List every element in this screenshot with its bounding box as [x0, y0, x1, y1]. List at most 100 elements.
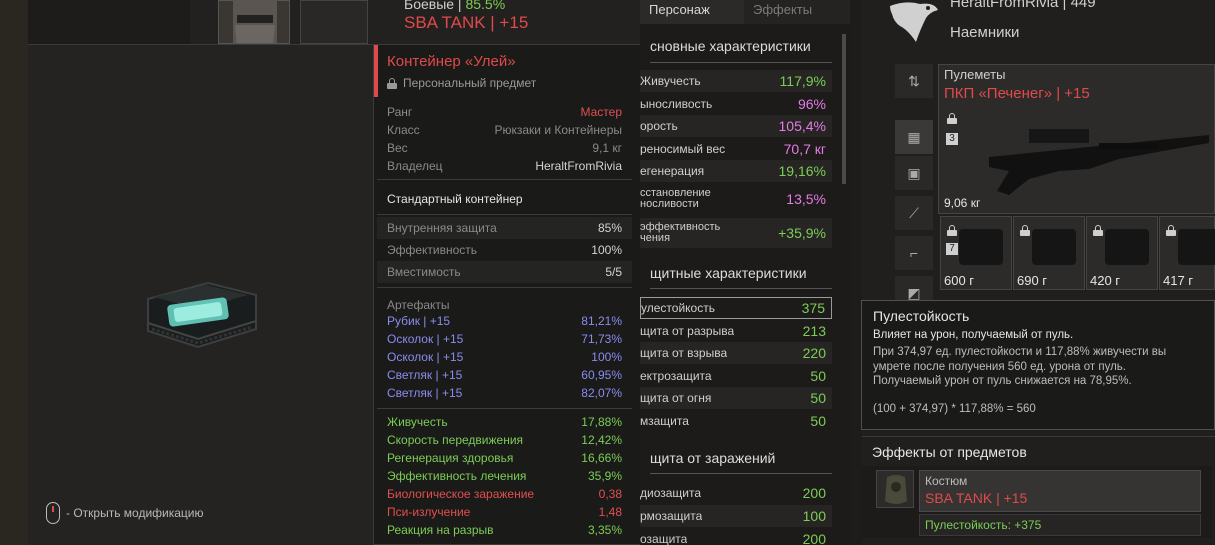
effect-value: 1,48 [598, 505, 622, 519]
machine-gun-image [989, 129, 1209, 195]
artifact-efficiency: 60,95% [581, 368, 622, 382]
infection-stat-row: диозащита 200 [640, 482, 832, 504]
protection-stat-row: ектрозащита 50 [640, 365, 832, 387]
stat-value: 19,16% [778, 163, 826, 179]
attachment-slot[interactable]: 7 600 г [940, 216, 1012, 290]
character-stats-panel: сновные характеристики щитные характерис… [640, 24, 850, 545]
container-stat-value: 100% [591, 243, 622, 257]
armor-name: SBA TANK | +15 [404, 13, 529, 32]
attachment-slot[interactable]: 417 г [1159, 216, 1215, 290]
attachment-image [959, 229, 1003, 265]
stat-value: 50 [810, 390, 826, 407]
upgrade-badge: 3 [946, 133, 958, 145]
attachment-image [1105, 229, 1149, 265]
equipment-slot[interactable] [300, 0, 368, 44]
effect-row: Реакция на разрыв 3,35% [377, 521, 632, 539]
container-stat-row: Эффективность 100% [377, 239, 632, 261]
info-row: Класс Рюкзаки и Контейнеры [377, 121, 632, 139]
lock-icon [1093, 225, 1103, 236]
effect-item-card[interactable]: Костюм SBA TANK | +15 [919, 470, 1201, 512]
suit-thumbnail[interactable] [876, 470, 914, 508]
effect-name: Эффективность лечения [387, 469, 527, 483]
player-name: HeraltFromRivia | 449 [950, 0, 1096, 11]
stat-name: реносимый вес [640, 143, 726, 155]
protection-stats-header: щитные характеристики [650, 265, 807, 281]
effect-value: 35,9% [587, 469, 622, 483]
pistol-icon[interactable]: ⌐ [895, 236, 933, 270]
character-portrait[interactable] [218, 0, 290, 44]
info-row: Вес 9,1 кг [377, 139, 632, 157]
stat-name: ектрозащита [640, 368, 712, 383]
artifact-name: Светляк | +15 [387, 368, 463, 382]
faction-name: Наемники [950, 24, 1020, 41]
weapon-card[interactable]: Пулеметы ПКП «Печенег» | +15 3 9,06 кг [938, 64, 1215, 214]
stat-value: 117,9% [779, 73, 826, 89]
attachment-weight: 690 г [1017, 273, 1048, 288]
info-key: Ранг [387, 105, 413, 119]
protection-stat-row[interactable]: улестойкость 375 [640, 297, 832, 319]
character-tabs: Персонаж Эффекты [640, 0, 850, 24]
rifle-icon[interactable]: ⟋ [895, 196, 933, 230]
sort-icon[interactable]: ⇅ [895, 64, 933, 98]
info-row: Владелец HeraltFromRivia [377, 157, 632, 175]
armor-protection-label: Боевые | 85.5% [404, 0, 506, 12]
attachment-slot[interactable]: 690 г [1013, 216, 1085, 290]
stat-value: 220 [802, 345, 826, 362]
effect-category: Костюм [925, 474, 968, 488]
effect-value: 16,66% [581, 451, 622, 465]
effect-value: 3,35% [587, 523, 622, 537]
info-value: 9,1 кг [592, 141, 622, 155]
hover-body-line: При 374,97 ед. пулестойкости и 117,88% ж… [873, 346, 1167, 358]
item-subtitle: Персональный предмет [387, 76, 536, 90]
stat-value: 105,4% [778, 118, 826, 134]
basic-stat-row: егенерация 19,16% [640, 160, 832, 182]
hover-body-line: Получаемый урон от пуль снижается на 78,… [873, 375, 1132, 387]
grid-icon[interactable]: ▦ [895, 120, 933, 154]
stat-value: 200 [802, 531, 826, 545]
stat-value: 100 [802, 508, 826, 524]
info-value: Рюкзаки и Контейнеры [494, 123, 622, 137]
effect-bonus-row: Пулестойкость: +375 [919, 514, 1201, 536]
attachment-slot[interactable]: 420 г [1086, 216, 1158, 290]
lock-icon [387, 77, 397, 89]
weapon-weight: 9,06 кг [944, 196, 981, 210]
artifact-row: Светляк | +15 60,95% [377, 366, 632, 384]
stat-value: +35,9% [778, 225, 826, 241]
open-modification-hint[interactable]: - Открыть модификацию [46, 502, 204, 524]
stats-scrollbar[interactable] [842, 34, 846, 184]
tab-character[interactable]: Персонаж [640, 0, 744, 24]
weapon-category: Пулеметы [944, 67, 1006, 82]
basic-stat-row: эффективность чения +35,9% [640, 218, 832, 248]
basic-stats-header: сновные характеристики [650, 38, 811, 54]
divider [650, 62, 832, 63]
protection-stat-row: щита от разрыва 213 [640, 320, 832, 342]
divider [650, 473, 832, 474]
stat-name: диозащита [640, 486, 702, 500]
infection-stat-row: озащита 200 [640, 528, 832, 545]
effect-value: 0,38 [598, 487, 622, 501]
artifact-row: Светляк | +15 82,07% [377, 384, 632, 402]
effect-name: Регенерация здоровья [387, 451, 514, 465]
artifacts-label: Артефакты [387, 298, 450, 312]
stat-name: щита от огня [640, 391, 712, 406]
stat-value: 70,7 кг [783, 141, 826, 157]
effect-name: Живучесть [387, 415, 448, 429]
basic-stat-row: Живучесть 117,9% [640, 70, 832, 92]
artifact-row: Рубик | +15 81,21% [377, 312, 632, 330]
container-model-image [147, 281, 257, 349]
backpack-icon[interactable]: ▣ [895, 156, 933, 190]
tab-effects[interactable]: Эффекты [744, 0, 850, 24]
attachment-weight: 420 г [1090, 273, 1121, 288]
protection-stat-row: мзащита 50 [640, 410, 832, 432]
basic-stat-row: орость 105,4% [640, 115, 832, 137]
stat-name: сстановление носливости [640, 188, 711, 210]
info-key: Владелец [387, 159, 443, 173]
container-stat-value: 85% [597, 221, 622, 235]
stat-name: улестойкость [641, 301, 715, 315]
stat-name: щита от взрыва [640, 346, 728, 361]
info-key: Класс [387, 123, 420, 137]
container-stat-row: Вместимость 5/5 [377, 261, 632, 283]
effect-item-name: SBA TANK | +15 [925, 490, 1028, 506]
artifact-name: Осколок | +15 [387, 350, 464, 364]
effect-row: Регенерация здоровья 16,66% [377, 449, 632, 467]
